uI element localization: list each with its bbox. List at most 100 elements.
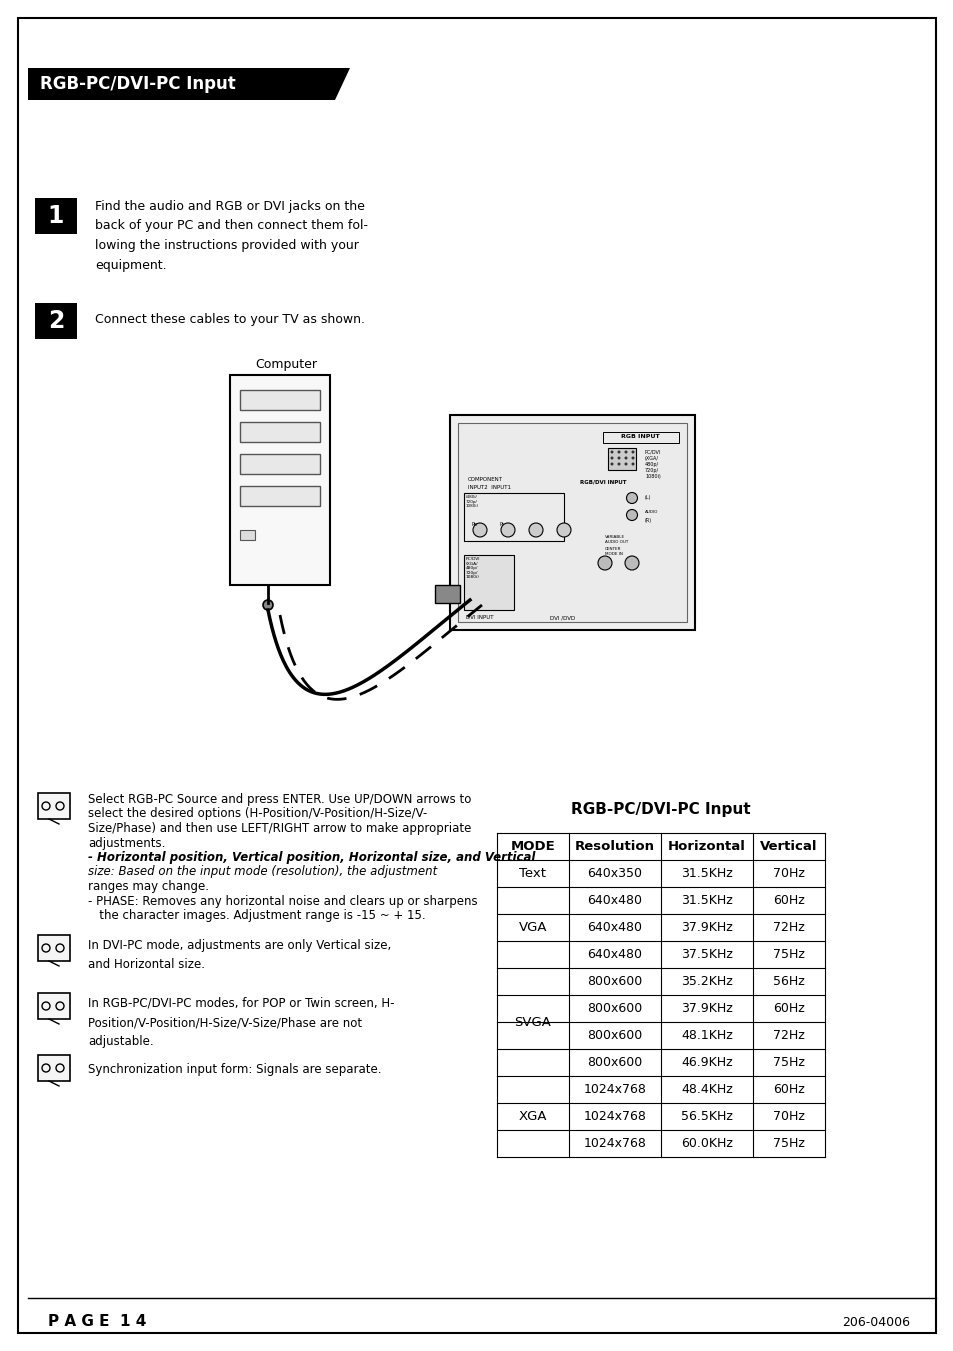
Text: select the desired options (H-Position/V-Position/H-Size/V-: select the desired options (H-Position/V…	[88, 808, 427, 820]
Text: 1024x768: 1024x768	[583, 1084, 646, 1096]
Text: Select RGB-PC Source and press ENTER. Use UP/DOWN arrows to: Select RGB-PC Source and press ENTER. Us…	[88, 793, 471, 807]
Circle shape	[624, 557, 639, 570]
Text: (480i/
720p/
1080i): (480i/ 720p/ 1080i)	[465, 494, 478, 508]
Circle shape	[631, 462, 634, 466]
Text: PC/DVI
(XGA/
480p/
720p/
1080i): PC/DVI (XGA/ 480p/ 720p/ 1080i)	[465, 557, 480, 580]
Text: VARIABLE
AUDIO OUT: VARIABLE AUDIO OUT	[604, 535, 628, 543]
Circle shape	[610, 450, 613, 454]
Text: size: Based on the input mode (resolution), the adjustment: size: Based on the input mode (resolutio…	[88, 866, 436, 878]
Bar	[463, 555, 514, 611]
Bar	[38, 993, 70, 1019]
Text: 1024x768: 1024x768	[583, 1138, 646, 1150]
Text: DVI /DVD: DVI /DVD	[550, 615, 575, 620]
Circle shape	[631, 450, 634, 454]
Text: AUDIO: AUDIO	[644, 509, 658, 513]
Text: 35.2KHz: 35.2KHz	[680, 975, 732, 988]
Text: Connect these cables to your TV as shown.: Connect these cables to your TV as shown…	[95, 313, 365, 326]
Text: 37.9KHz: 37.9KHz	[680, 921, 732, 934]
Text: 640x480: 640x480	[587, 894, 641, 907]
Circle shape	[473, 523, 486, 536]
Text: P A G E  1 4: P A G E 1 4	[48, 1315, 146, 1329]
Text: Pb: Pb	[472, 521, 477, 527]
Circle shape	[610, 457, 613, 459]
Circle shape	[610, 462, 613, 466]
Text: CENTER
MODE IN: CENTER MODE IN	[604, 547, 622, 555]
Circle shape	[624, 462, 627, 466]
Text: 70Hz: 70Hz	[772, 1111, 804, 1123]
Circle shape	[263, 600, 273, 611]
Text: RGB-PC/DVI-PC Input: RGB-PC/DVI-PC Input	[571, 802, 750, 817]
Text: 2: 2	[48, 309, 64, 332]
Text: 206-04006: 206-04006	[841, 1316, 909, 1328]
Text: 60Hz: 60Hz	[772, 1084, 804, 1096]
Circle shape	[631, 457, 634, 459]
Text: 800x600: 800x600	[587, 1029, 642, 1042]
Text: SVGA: SVGA	[514, 1016, 551, 1028]
Bar	[463, 493, 563, 540]
Bar	[240, 422, 319, 442]
Bar	[38, 793, 70, 819]
Text: 75Hz: 75Hz	[772, 1138, 804, 1150]
Text: 48.1KHz: 48.1KHz	[680, 1029, 732, 1042]
Text: 31.5KHz: 31.5KHz	[680, 894, 732, 907]
Bar	[457, 423, 686, 621]
Text: PC/DVI
(XGA/
480p/
720p/
1080i): PC/DVI (XGA/ 480p/ 720p/ 1080i)	[644, 450, 660, 480]
Circle shape	[626, 509, 637, 520]
Text: 31.5KHz: 31.5KHz	[680, 867, 732, 880]
Bar	[240, 454, 319, 474]
Text: 72Hz: 72Hz	[772, 1029, 804, 1042]
Text: the character images. Adjustment range is -15 ~ + 15.: the character images. Adjustment range i…	[88, 909, 425, 921]
Text: 60.0KHz: 60.0KHz	[680, 1138, 732, 1150]
Text: (L): (L)	[644, 494, 651, 500]
Circle shape	[617, 457, 619, 459]
Text: adjustments.: adjustments.	[88, 836, 165, 850]
Text: 56Hz: 56Hz	[772, 975, 804, 988]
Text: 60Hz: 60Hz	[772, 1002, 804, 1015]
Text: - Horizontal position, Vertical position, Horizontal size, and Vertical: - Horizontal position, Vertical position…	[88, 851, 535, 865]
Bar	[435, 585, 459, 603]
Text: Pr: Pr	[499, 521, 504, 527]
Text: Text: Text	[519, 867, 546, 880]
Text: 46.9KHz: 46.9KHz	[680, 1056, 732, 1069]
Circle shape	[598, 557, 612, 570]
Text: 640x350: 640x350	[587, 867, 641, 880]
Bar	[450, 415, 695, 630]
Text: 56.5KHz: 56.5KHz	[680, 1111, 732, 1123]
Text: Vertical: Vertical	[760, 840, 817, 852]
Text: 800x600: 800x600	[587, 1002, 642, 1015]
Polygon shape	[28, 68, 350, 100]
Text: RGB INPUT: RGB INPUT	[620, 435, 659, 439]
Bar	[38, 1055, 70, 1081]
Text: RGB-PC/DVI-PC Input: RGB-PC/DVI-PC Input	[40, 76, 235, 93]
Text: 640x480: 640x480	[587, 921, 641, 934]
Bar	[38, 935, 70, 961]
Circle shape	[557, 523, 571, 536]
Circle shape	[624, 457, 627, 459]
Text: Find the audio and RGB or DVI jacks on the
back of your PC and then connect them: Find the audio and RGB or DVI jacks on t…	[95, 200, 368, 272]
Circle shape	[529, 523, 542, 536]
Text: 1: 1	[48, 204, 64, 228]
Bar	[230, 376, 330, 585]
Circle shape	[617, 450, 619, 454]
Text: 48.4KHz: 48.4KHz	[680, 1084, 732, 1096]
Text: 37.9KHz: 37.9KHz	[680, 1002, 732, 1015]
Text: 1024x768: 1024x768	[583, 1111, 646, 1123]
Text: INPUT2  INPUT1: INPUT2 INPUT1	[468, 485, 511, 490]
Text: 800x600: 800x600	[587, 975, 642, 988]
Circle shape	[626, 493, 637, 504]
Bar	[240, 390, 319, 409]
Text: 75Hz: 75Hz	[772, 1056, 804, 1069]
Text: 640x480: 640x480	[587, 948, 641, 961]
Text: DVI INPUT: DVI INPUT	[465, 615, 493, 620]
Text: Resolution: Resolution	[575, 840, 655, 852]
Text: RGB/DVI INPUT: RGB/DVI INPUT	[579, 480, 626, 485]
Bar	[35, 199, 77, 234]
Circle shape	[617, 462, 619, 466]
Text: 70Hz: 70Hz	[772, 867, 804, 880]
Bar	[35, 303, 77, 339]
Text: MODE: MODE	[510, 840, 555, 852]
Text: 800x600: 800x600	[587, 1056, 642, 1069]
Bar	[602, 432, 679, 443]
Bar	[240, 486, 319, 507]
Text: 37.5KHz: 37.5KHz	[680, 948, 732, 961]
